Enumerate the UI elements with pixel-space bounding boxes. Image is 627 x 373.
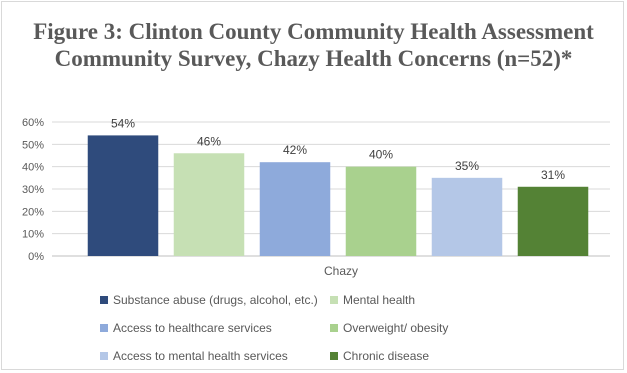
y-tick-label: 50% <box>22 139 44 151</box>
bar <box>87 135 159 256</box>
data-label: 54% <box>111 116 135 130</box>
y-tick-label: 30% <box>22 184 44 196</box>
legend-label: Substance abuse (drugs, alcohol, etc.) <box>113 293 318 307</box>
legend-label: Chronic disease <box>343 349 430 363</box>
bar <box>345 166 417 256</box>
legend-item: Substance abuse (drugs, alcohol, etc.) <box>100 293 318 307</box>
legend-swatch <box>330 352 338 360</box>
legend-label: Mental health <box>343 293 416 307</box>
y-tick-label: 10% <box>22 229 44 241</box>
y-tick-label: 40% <box>22 162 44 174</box>
bar <box>259 162 331 256</box>
legend-item: Mental health <box>330 293 415 307</box>
x-category-label: Chazy <box>324 264 358 278</box>
legend-swatch <box>100 324 108 332</box>
bar <box>517 186 589 256</box>
data-label: 35% <box>455 159 479 173</box>
legend-item: Access to mental health services <box>100 349 288 363</box>
legend-item: Chronic disease <box>330 349 429 363</box>
chart-title: Figure 3: Clinton County Community Healt… <box>33 19 594 71</box>
bar <box>173 153 245 256</box>
legend-swatch <box>330 324 338 332</box>
legend-swatch <box>100 296 108 304</box>
legend-label: Access to mental health services <box>113 349 288 363</box>
data-label: 40% <box>369 148 393 162</box>
data-label: 42% <box>283 143 307 157</box>
legend-swatch <box>330 296 338 304</box>
legend-label: Access to healthcare services <box>113 321 272 335</box>
legend-item: Overweight/ obesity <box>330 321 448 335</box>
y-tick-label: 20% <box>22 206 44 218</box>
bar <box>431 177 503 256</box>
legend-item: Access to healthcare services <box>100 321 272 335</box>
legend-swatch <box>100 352 108 360</box>
data-label: 46% <box>197 134 221 148</box>
legend-label: Overweight/ obesity <box>343 321 449 335</box>
data-label: 31% <box>541 168 565 182</box>
y-tick-label: 0% <box>28 251 44 263</box>
y-tick-label: 60% <box>22 117 44 129</box>
